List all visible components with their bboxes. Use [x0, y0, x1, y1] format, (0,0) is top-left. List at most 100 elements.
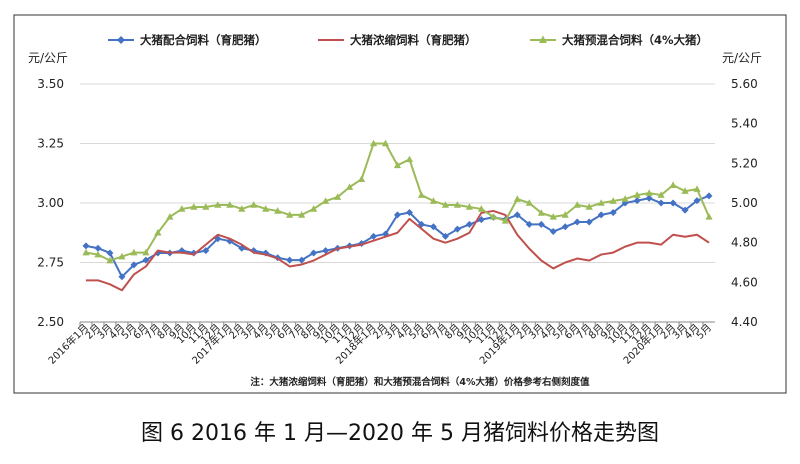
- data-point: [513, 211, 521, 219]
- legend-item: 大猪预混合饲料（4%大猪）: [530, 33, 708, 47]
- data-point: [417, 191, 426, 198]
- data-point: [298, 256, 306, 264]
- y-right-tick-label: 4.60: [731, 275, 758, 289]
- data-point: [489, 213, 497, 220]
- chart-border: [13, 14, 787, 394]
- legend-label: 大猪预混合饲料（4%大猪）: [562, 33, 708, 47]
- data-point: [394, 211, 401, 219]
- data-point: [441, 201, 450, 208]
- data-point: [190, 203, 198, 210]
- data-point: [178, 205, 186, 212]
- data-point: [118, 252, 126, 260]
- data-point: [357, 175, 366, 182]
- data-point: [82, 242, 90, 250]
- data-point: [405, 209, 413, 217]
- data-point: [525, 199, 533, 206]
- data-point: [549, 213, 557, 220]
- data-point: [381, 139, 390, 147]
- data-point: [238, 205, 246, 212]
- data-point: [657, 199, 665, 207]
- data-point: [286, 211, 294, 218]
- data-point: [537, 209, 545, 216]
- data-point: [573, 218, 581, 226]
- data-point: [465, 220, 473, 228]
- y-left-tick-label: 3.00: [37, 196, 64, 210]
- data-point: [513, 195, 521, 202]
- data-point: [322, 197, 330, 204]
- data-point: [82, 248, 90, 256]
- data-point: [573, 201, 581, 208]
- y-left-tick-label: 2.75: [37, 256, 64, 270]
- data-point: [286, 256, 294, 264]
- y-right-ticks: 5.60 5.40 5.20 5.00 4.80 4.60 4.40: [731, 77, 758, 329]
- data-point: [142, 248, 150, 256]
- y-left-tick-label: 3.50: [37, 77, 64, 91]
- data-point: [645, 194, 653, 202]
- data-point: [333, 193, 342, 200]
- series-layer: [82, 139, 713, 292]
- data-point: [669, 181, 677, 188]
- legend: 大猪配合饲料（育肥猪） 大猪浓缩饲料（育肥猪） 大猪预混合饲料（4%大猪）: [108, 33, 708, 47]
- data-point: [597, 199, 605, 206]
- y-right-tick-label: 4.40: [731, 315, 758, 329]
- data-point: [681, 206, 689, 214]
- data-point: [597, 211, 605, 219]
- data-point: [298, 211, 306, 218]
- legend-marker: [117, 36, 125, 44]
- data-point: [549, 228, 557, 236]
- data-point: [262, 205, 270, 212]
- data-point: [621, 195, 629, 202]
- figure-caption: 图 6 2016 年 1 月—2020 年 5 月猪饲料价格走势图: [141, 421, 659, 446]
- data-point: [609, 209, 617, 217]
- data-point: [94, 244, 102, 252]
- data-point: [645, 189, 653, 196]
- y-left-tick-label: 3.25: [37, 137, 64, 151]
- data-point: [322, 247, 330, 255]
- chart-note: 注：大猪浓缩饲料（育肥猪）和大猪预混合饲料（4%大猪）价格参考右侧刻度值: [250, 376, 590, 388]
- series-2: [85, 209, 710, 292]
- data-point: [274, 207, 282, 214]
- data-point: [94, 250, 102, 258]
- data-point: [262, 249, 270, 257]
- data-point: [214, 201, 222, 208]
- data-point: [537, 220, 545, 228]
- y-right-unit-label: 元/公斤: [722, 51, 762, 65]
- data-point: [166, 213, 174, 220]
- data-point: [693, 197, 701, 205]
- data-point: [501, 217, 509, 224]
- data-point: [429, 197, 438, 204]
- data-point: [525, 220, 533, 228]
- data-point: [106, 256, 114, 264]
- data-point: [585, 218, 593, 226]
- y-right-tick-label: 5.60: [731, 77, 758, 91]
- data-point: [345, 183, 354, 190]
- data-point: [310, 249, 318, 257]
- data-point: [106, 249, 114, 257]
- legend-item: 大猪配合饲料（育肥猪）: [108, 33, 267, 47]
- y-right-tick-label: 5.20: [731, 156, 758, 170]
- data-point: [561, 223, 569, 231]
- data-point: [142, 256, 150, 264]
- y-right-tick-label: 4.80: [731, 236, 758, 250]
- legend-label: 大猪配合饲料（育肥猪）: [140, 33, 267, 47]
- data-point: [393, 161, 402, 169]
- data-point: [310, 205, 318, 212]
- data-point: [130, 261, 138, 269]
- data-point: [405, 155, 414, 163]
- data-point: [453, 225, 461, 233]
- data-point: [369, 139, 378, 147]
- data-point: [609, 197, 617, 204]
- y-right-tick-label: 5.40: [731, 117, 758, 131]
- data-point: [465, 203, 473, 210]
- data-point: [441, 232, 449, 240]
- y-left-tick-label: 2.50: [37, 315, 64, 329]
- data-point: [705, 213, 713, 220]
- data-point: [561, 211, 569, 218]
- data-point: [669, 199, 677, 207]
- data-point: [130, 248, 138, 256]
- series-1: [82, 192, 713, 281]
- data-point: [633, 197, 641, 205]
- data-point: [202, 247, 210, 255]
- legend-item: 大猪浓缩饲料（育肥猪）: [318, 33, 477, 47]
- y-right-tick-label: 5.00: [731, 196, 758, 210]
